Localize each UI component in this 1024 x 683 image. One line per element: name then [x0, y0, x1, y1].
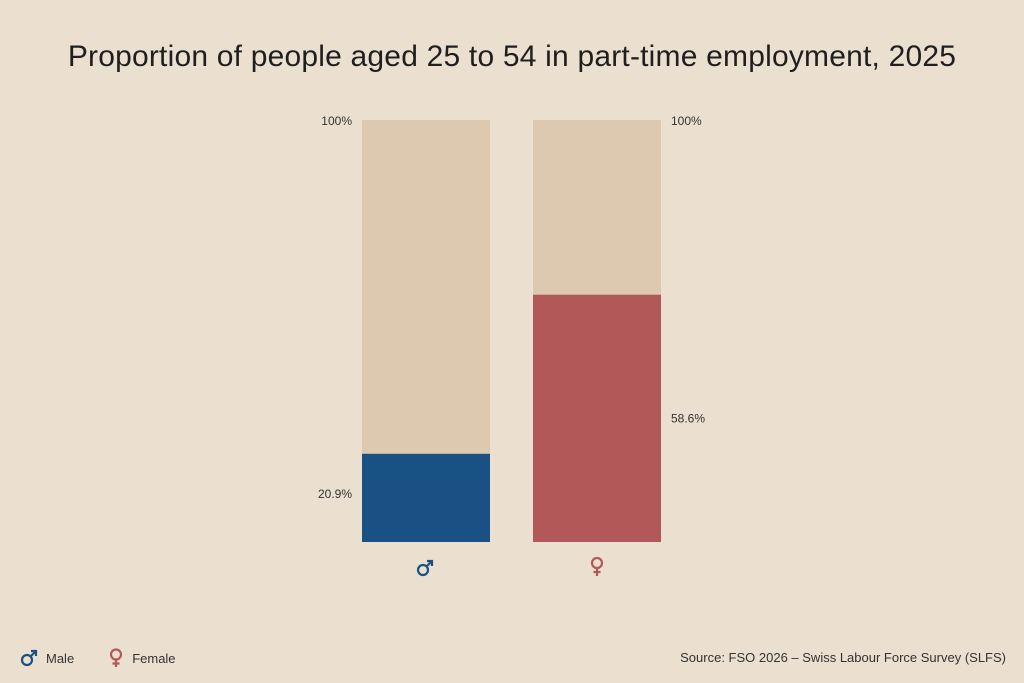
legend-item-female: Female	[108, 648, 176, 668]
source-note: Source: FSO 2026 – Swiss Labour Force Su…	[680, 650, 1006, 665]
female-value-label: 58.6%	[671, 411, 705, 425]
male-total-label: 100%	[321, 114, 352, 128]
female-symbol-icon	[110, 648, 123, 667]
legend-female-label: Female	[132, 650, 176, 666]
female-bar-value	[533, 294, 661, 542]
male-symbol-icon	[20, 649, 38, 667]
chart-title: Proportion of people aged 25 to 54 in pa…	[67, 40, 957, 73]
male-symbol-icon	[416, 559, 434, 577]
male-bar-value	[362, 453, 490, 542]
legend: Male Female	[20, 648, 210, 668]
legend-male-label: Male	[46, 650, 75, 666]
female-total-label: 100%	[671, 114, 702, 128]
legend-item-male: Male	[20, 649, 74, 667]
female-symbol-icon	[590, 556, 604, 576]
male-value-label: 20.9%	[318, 487, 352, 501]
